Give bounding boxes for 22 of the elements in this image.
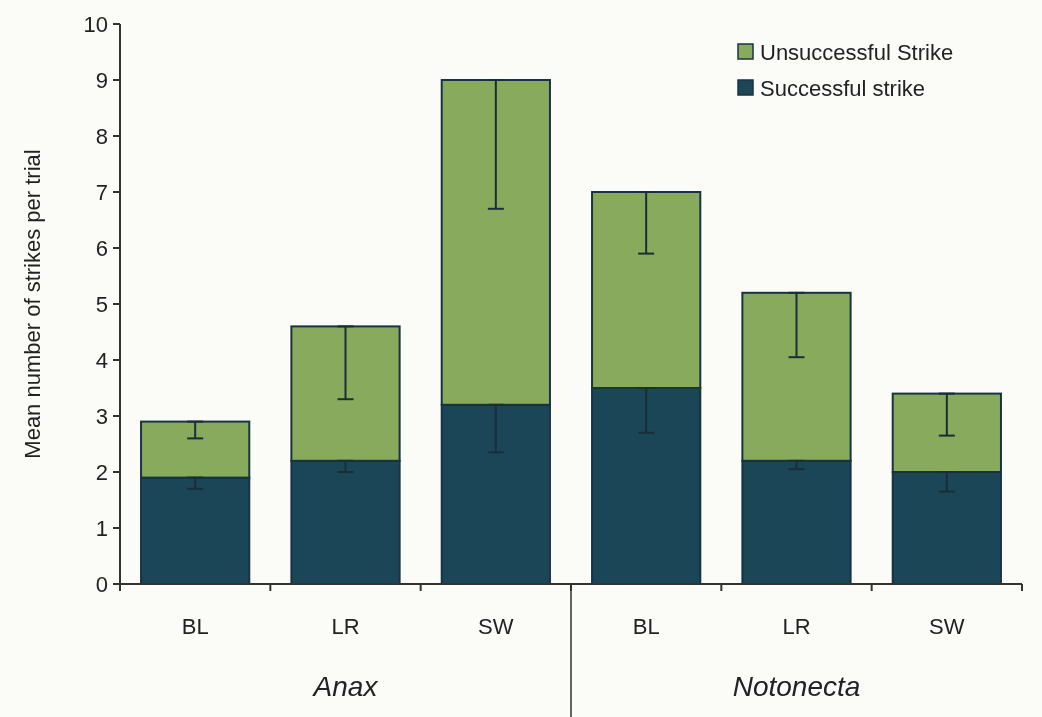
y-tick-label: 3 [95,403,108,429]
y-tick-label: 8 [95,123,108,149]
y-tick-label: 1 [95,515,108,541]
y-tick-label: 5 [95,291,108,317]
y-tick-label: 0 [95,571,108,597]
y-tick-label: 2 [95,459,108,485]
y-tick-label: 9 [95,67,108,93]
y-tick-label: 4 [95,347,108,373]
y-tick-label: 7 [95,179,108,205]
legend-label: Successful strike [760,75,926,101]
y-tick-label: 10 [83,11,108,37]
x-tick-label: BL [181,614,209,639]
y-axis-title: Mean number of strikes per trial [20,149,45,459]
x-tick-label: BL [632,614,660,639]
x-tick-label: SW [478,614,514,639]
y-tick-label: 6 [95,235,108,261]
text: Anax [311,671,379,702]
x-tick-label: LR [782,614,811,639]
text: Notonecta [732,671,861,702]
x-tick-label: SW [929,614,965,639]
legend-label: Unsuccessful Strike [760,39,954,65]
x-tick-label: LR [331,614,360,639]
